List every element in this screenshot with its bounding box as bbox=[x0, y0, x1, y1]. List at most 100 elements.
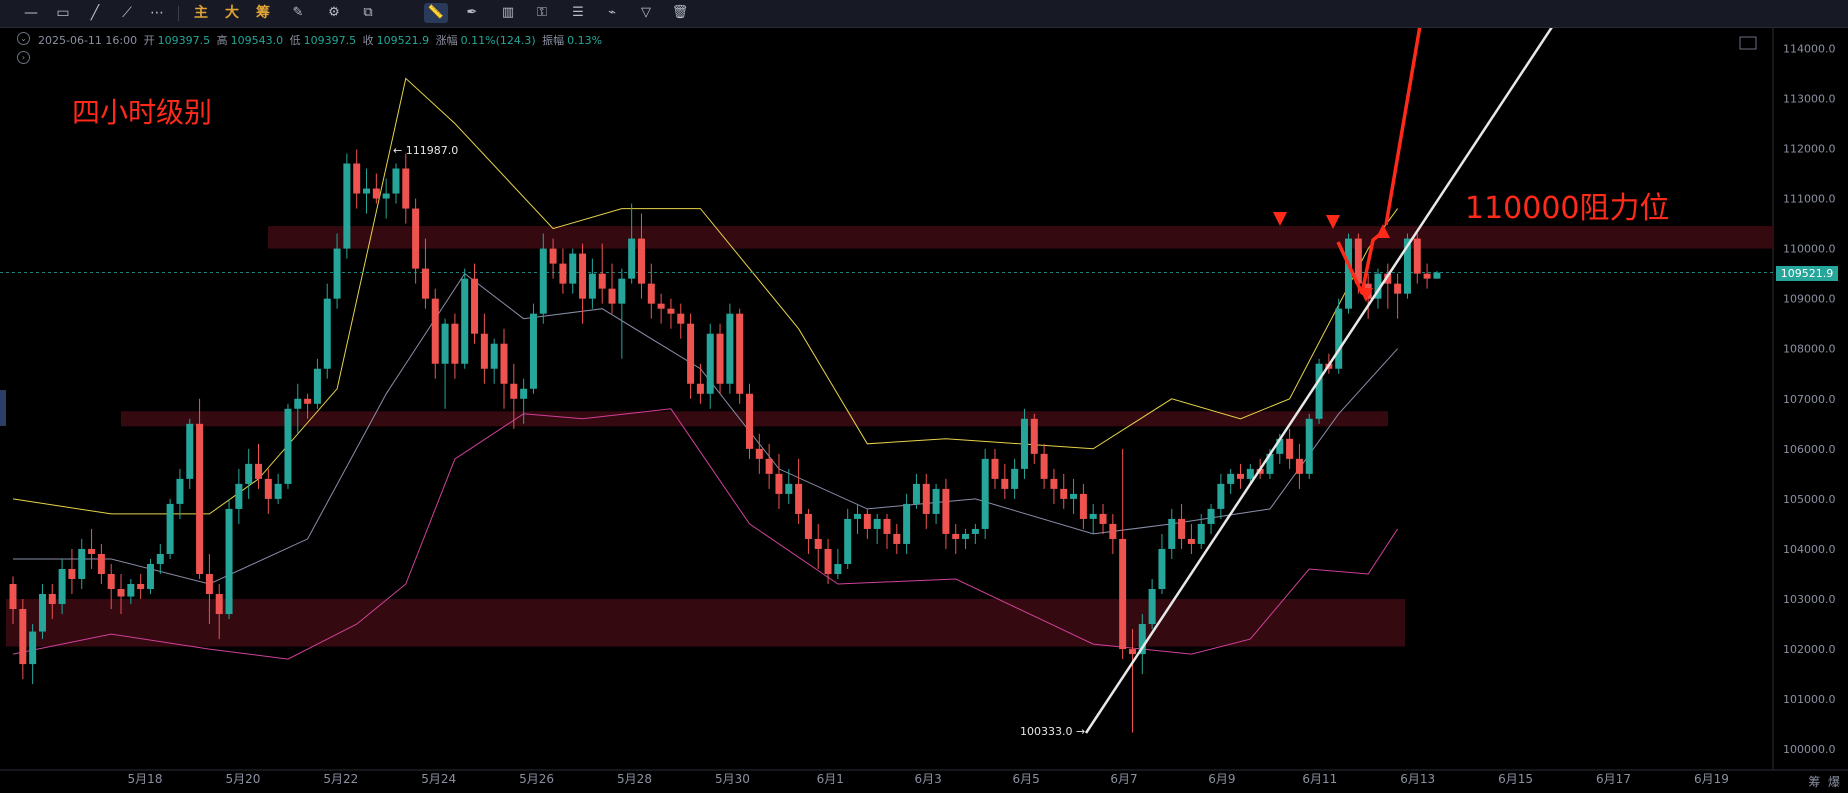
time-tick-label: 5月22 bbox=[323, 772, 358, 786]
candle-body bbox=[107, 573, 115, 590]
time-tick-label: 6月5 bbox=[1012, 772, 1039, 786]
indicator-button-2[interactable]: 筹 bbox=[256, 5, 270, 21]
candle-body bbox=[1148, 589, 1156, 625]
candle-body bbox=[333, 248, 341, 299]
liquidation-tab[interactable]: 爆 bbox=[1827, 775, 1840, 789]
price-tick-label: 105000.0 bbox=[1783, 493, 1836, 506]
candle-body bbox=[19, 609, 27, 665]
candle-body bbox=[490, 343, 498, 369]
candle-body bbox=[9, 584, 17, 610]
amplitude-label: 振幅 bbox=[542, 34, 565, 47]
brush-icon[interactable]: ✎ bbox=[292, 5, 304, 20]
candles-icon[interactable]: ▥ bbox=[501, 5, 515, 20]
filter-icon[interactable]: ▽ bbox=[641, 5, 651, 20]
candle-body bbox=[1040, 453, 1048, 479]
candle-body bbox=[372, 188, 380, 199]
open-label: 开 bbox=[143, 34, 155, 47]
candle-body bbox=[284, 408, 292, 484]
candle-body bbox=[1227, 473, 1235, 484]
candle-body bbox=[176, 478, 184, 504]
note-icon[interactable]: ☰ bbox=[572, 5, 584, 20]
lock-icon[interactable]: ⚿ bbox=[537, 5, 547, 20]
expand-icon[interactable]: › bbox=[17, 51, 30, 64]
candle-body bbox=[225, 508, 233, 615]
candle-body bbox=[294, 398, 302, 409]
candle-body bbox=[932, 488, 940, 514]
amplitude-value: 0.13% bbox=[567, 34, 603, 47]
candle-body bbox=[765, 458, 773, 474]
magnet-icon[interactable]: ⌁ bbox=[608, 5, 616, 20]
candlestick-chart[interactable]: 114000.0 113000.0 112000.0 111000.0 110000.0… bbox=[0, 28, 1848, 793]
time-tick-label: 5月18 bbox=[128, 772, 163, 786]
candle-body bbox=[608, 288, 616, 304]
candle-body bbox=[1266, 453, 1274, 474]
candle-body bbox=[1423, 273, 1431, 279]
candle-body bbox=[549, 248, 557, 264]
time-tick-label: 5月30 bbox=[715, 772, 750, 786]
candle-body bbox=[127, 584, 135, 597]
peak-marker-arrow-2 bbox=[1326, 215, 1340, 229]
indicator-button-1[interactable]: 大 bbox=[225, 5, 239, 21]
settings-icon[interactable]: ⚙ bbox=[328, 5, 340, 20]
time-tick-label: 6月1 bbox=[817, 772, 844, 786]
candle-body bbox=[863, 513, 871, 529]
candle-body bbox=[441, 323, 449, 364]
trend-line-icon[interactable]: ╱ bbox=[90, 5, 100, 21]
rectangle-icon[interactable]: ▭ bbox=[56, 5, 70, 21]
low-value: 109397.5 bbox=[303, 34, 357, 47]
candle-body bbox=[255, 463, 262, 479]
candle-body bbox=[1060, 488, 1068, 499]
candle-body bbox=[883, 518, 891, 534]
candle-body bbox=[1394, 283, 1402, 294]
time-tick-label: 6月11 bbox=[1302, 772, 1337, 786]
more-icon[interactable]: ⋯ bbox=[150, 5, 164, 21]
candle-body bbox=[775, 473, 783, 494]
candle-body bbox=[245, 463, 253, 484]
change-label: 涨幅 bbox=[435, 34, 458, 47]
candle-body bbox=[1207, 508, 1215, 524]
horizontal-line-icon[interactable]: — bbox=[24, 5, 38, 21]
candle-body bbox=[942, 488, 950, 534]
candle-body bbox=[343, 163, 351, 249]
resistance-zone-1 bbox=[121, 411, 1388, 427]
candle-body bbox=[971, 528, 979, 534]
candle-body bbox=[1109, 523, 1117, 539]
candle-body bbox=[893, 533, 901, 544]
candle-body bbox=[274, 483, 282, 499]
candle-body bbox=[137, 584, 145, 590]
time-tick-label: 6月9 bbox=[1208, 772, 1235, 786]
pen-icon[interactable]: ✒ bbox=[466, 5, 478, 20]
left-panel-handle[interactable] bbox=[0, 390, 6, 426]
candle-body bbox=[559, 263, 567, 284]
chips-tab[interactable]: 筹 bbox=[1808, 775, 1821, 789]
candle-body bbox=[1050, 478, 1058, 489]
ruler-icon[interactable]: 📏 bbox=[424, 3, 448, 23]
price-tick-label: 107000.0 bbox=[1783, 393, 1836, 406]
projection-arrow-up bbox=[1384, 28, 1422, 226]
ray-icon[interactable]: ⟋ bbox=[122, 5, 132, 21]
select-icon[interactable]: ⧉ bbox=[363, 5, 373, 20]
candle-body bbox=[706, 333, 714, 394]
upper-band-line bbox=[12, 77, 1399, 515]
high-price-marker: ← 111987.0 bbox=[393, 144, 458, 157]
candle-body bbox=[922, 483, 930, 514]
candle-body bbox=[814, 538, 822, 549]
candle-body bbox=[647, 283, 655, 304]
time-tick-label: 5月28 bbox=[617, 772, 652, 786]
candle-body bbox=[353, 163, 361, 194]
indicator-button-0[interactable]: 主 bbox=[194, 5, 208, 21]
trash-icon[interactable]: 🗑 bbox=[671, 5, 689, 20]
chart-toolbar: — ▭ ╱ ⟋ ⋯ 主 大 筹 ✎ ⚙ ⧉ 📏 ✒ ▥ ⚿ ☰ ⌁ ▽ 🗑 bbox=[0, 0, 1848, 28]
candle-body bbox=[598, 273, 606, 289]
candle-body bbox=[696, 383, 704, 394]
candle-body bbox=[755, 448, 763, 459]
candle-body bbox=[431, 298, 439, 364]
collapse-icon[interactable]: ⌄ bbox=[17, 32, 30, 45]
time-tick-label: 6月13 bbox=[1400, 772, 1435, 786]
candle-body bbox=[480, 333, 488, 369]
candle-body bbox=[1030, 418, 1038, 454]
close-value: 109521.9 bbox=[376, 34, 430, 47]
time-tick-label: 5月24 bbox=[421, 772, 456, 786]
time-tick-label: 5月20 bbox=[225, 772, 260, 786]
fullscreen-icon bbox=[1739, 36, 1757, 50]
